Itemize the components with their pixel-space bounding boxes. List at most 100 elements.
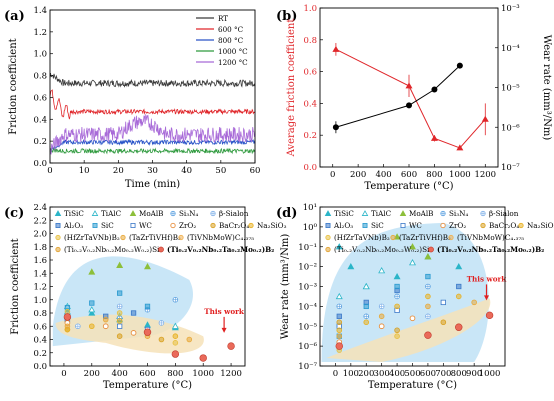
data-point (172, 333, 179, 339)
friction-point (332, 45, 340, 52)
plot-a-xtick-label: 20 (113, 166, 124, 176)
plot-a-xtick-label: 30 (147, 166, 158, 176)
data-point (144, 303, 151, 310)
panel-b: (b) 0 200 400 600 800 1000 1200 0.0 0.2 0.4 0.6 0.8 1… (276, 4, 552, 192)
legend-marker (130, 223, 136, 228)
legend-marker (91, 210, 99, 216)
data-point (75, 323, 81, 330)
legend-label: Na₂SiO₃ (257, 221, 287, 230)
legend-label: (Ti₀.₂V₀.₂Nb₀.₂Mo₀.₂W₀.₂)Si₂ (64, 245, 162, 254)
legend-marker (210, 210, 216, 217)
legend-label: MoAlB (139, 209, 163, 218)
ytick-label: 10⁻⁷ (298, 362, 317, 372)
legend-label: (HfZrTaVNb)B₂ (334, 233, 390, 242)
legend-marker (400, 223, 406, 228)
legend-label: (TiVNbMoW)C₄.₃₇₅ (187, 233, 254, 242)
legend-label: ZrO₂ (449, 221, 466, 230)
data-point (336, 319, 343, 326)
orange-region (326, 298, 491, 363)
plot-d-xtick-label: 400 (389, 369, 405, 379)
ytick-label: 2.0 (33, 230, 47, 240)
legend-label: ZrO₂ (179, 221, 196, 230)
orange-region (55, 314, 204, 354)
data-point (394, 293, 400, 300)
data-point (116, 310, 123, 316)
legend-marker (325, 234, 331, 241)
data-point (116, 318, 123, 324)
legend-a-label: RT (218, 14, 228, 23)
legend-label: SiC (101, 221, 114, 230)
wear-rate-point (332, 124, 339, 131)
ytick-label: 10⁰ (303, 223, 318, 233)
plot-b-xtick-label: 200 (350, 170, 366, 180)
plot-d-xtick-label: 100 (343, 369, 359, 379)
series-800c-line (49, 138, 256, 152)
this-work-point (199, 354, 207, 362)
data-point (336, 333, 343, 339)
data-point (130, 330, 137, 336)
data-point (409, 243, 416, 250)
friction-point (481, 115, 489, 122)
ytick-label: 10⁻¹ (298, 243, 317, 253)
plot-d-xtick-label: 800 (451, 369, 467, 379)
x-axis-title: Temperature (°C) (368, 380, 457, 391)
plot-b-ytick-right-label: 10⁻⁷ (501, 163, 520, 173)
plot-b-xtick-label: 800 (426, 170, 442, 180)
panel-d: (d) This work 0 100 200 300 400 500 600 700 800 900… (276, 203, 554, 391)
plot-b-xtick-label: 600 (401, 170, 417, 180)
legend-marker (120, 234, 126, 241)
legend-marker (361, 210, 369, 216)
plot-d-xtick-label: 1000 (479, 369, 501, 379)
plot-b-ytick-label: 0.2 (303, 131, 317, 141)
data-point (363, 319, 370, 326)
plot-a-xtick-label: 10 (79, 166, 90, 176)
data-point (378, 323, 385, 330)
plot-b-ytick-label: 0.0 (303, 163, 317, 173)
legend-label: TiAlC (371, 209, 392, 218)
data-point (158, 336, 165, 343)
data-point (393, 272, 401, 280)
data-point (362, 282, 370, 290)
legend-marker (248, 222, 254, 229)
legend-marker (518, 222, 524, 229)
data-point (424, 253, 432, 260)
this-work-arrowhead (484, 295, 489, 301)
legend-marker (325, 246, 331, 253)
data-point (394, 283, 400, 290)
plot-d-xtick-label: 900 (466, 369, 482, 379)
plot-b-ytick-label: 1.0 (303, 4, 317, 14)
plot-d-xtick-label: 300 (374, 369, 390, 379)
legend-label: BaCr₂O₄ (489, 221, 519, 230)
plot-b-ytick-right-label: 10⁻⁶ (501, 123, 520, 133)
ytick-label: 10⁻² (298, 263, 317, 273)
data-point (394, 333, 400, 339)
legend-label: BaCr₂O₄ (219, 221, 249, 230)
plot-b-xtick-label: 0 (330, 170, 335, 180)
data-point (378, 303, 385, 310)
legend-label: (TaZrTiVHf)B₂ (399, 233, 451, 242)
plot-a-ytick-label: 1.2 (33, 28, 47, 38)
series-1000c-line (49, 147, 256, 155)
ytick-label: 0.6 (33, 322, 47, 332)
plot-b-xtick-label: 1000 (449, 170, 471, 180)
data-point (363, 303, 369, 310)
data-point (116, 303, 123, 310)
ytick-label: 0.0 (33, 362, 47, 372)
this-work-point (63, 313, 72, 321)
data-point (425, 283, 431, 290)
data-point (456, 283, 462, 290)
plot-d-xtick-label: 200 (358, 369, 374, 379)
data-point (116, 261, 124, 268)
series-1200c-line (49, 113, 256, 155)
ytick-label: 2.4 (33, 203, 47, 213)
legend-label: WC (409, 221, 422, 230)
data-point (425, 273, 431, 280)
data-point (336, 303, 343, 310)
plot-d-xtick-label: 500 (404, 369, 420, 379)
legend-marker (55, 246, 61, 253)
data-point (102, 323, 109, 330)
wear-rate-line (335, 65, 461, 128)
legend-marker (399, 210, 407, 216)
panel-a: (a) 0 10 20 30 40 50 60 0.0 0.2 0.4 0.6 0.8 1.0 1.2 1.4… (4, 6, 260, 190)
